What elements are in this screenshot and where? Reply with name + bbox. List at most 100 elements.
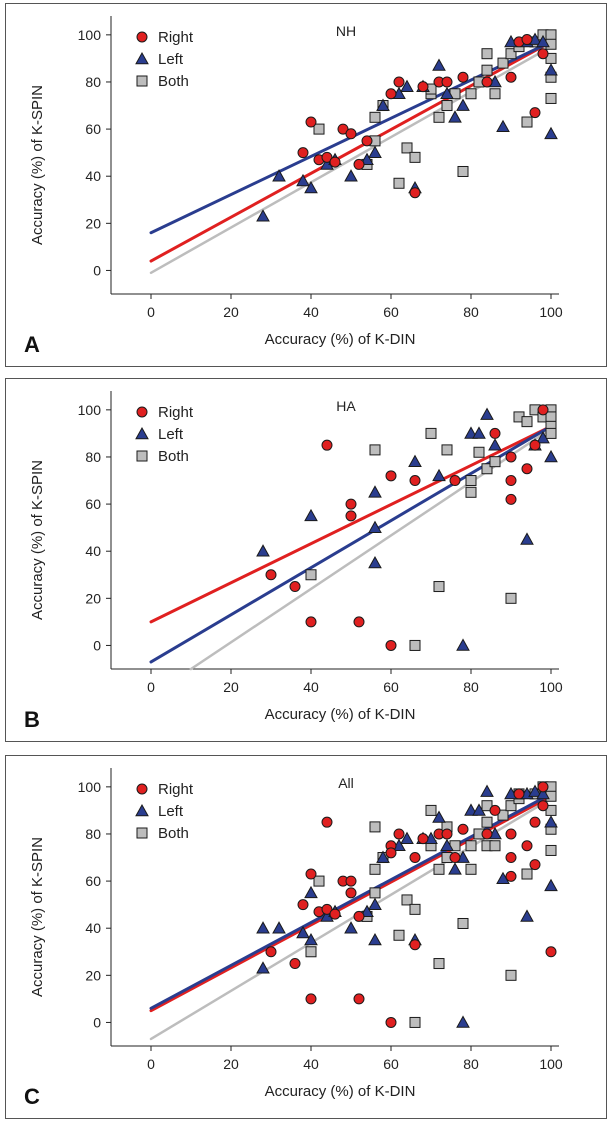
data-point (457, 165, 469, 177)
series-right (265, 404, 549, 651)
panel-label: A (24, 332, 40, 357)
data-point (304, 885, 318, 899)
panel-a: 0 20 40 60 80 100 0 20 40 60 80 100 Accuracy (%) of … (5, 3, 607, 367)
data-point (265, 569, 277, 581)
x-tick-label: 100 (539, 679, 563, 695)
data-point (353, 910, 365, 922)
data-point (520, 532, 534, 545)
data-point (304, 932, 318, 946)
data-point (385, 639, 397, 651)
data-point (265, 946, 277, 958)
legend-marker-left (135, 426, 149, 440)
panel-label: C (24, 1084, 40, 1109)
data-point (497, 57, 509, 69)
data-point (409, 639, 421, 651)
data-point (545, 427, 557, 439)
panel-label: B (24, 707, 40, 732)
y-tick-label: 100 (78, 27, 102, 43)
chart-title: NH (336, 23, 356, 39)
data-point (529, 859, 541, 871)
data-point (368, 932, 382, 946)
panel-b: 0 20 40 60 80 100 0 20 40 60 80 100 Accuracy (%) of … (5, 378, 607, 742)
data-point (481, 64, 493, 76)
data-point (505, 969, 517, 981)
data-point (457, 71, 469, 83)
data-point (465, 88, 477, 100)
x-tick-label: 80 (463, 304, 479, 320)
series-left (256, 407, 558, 651)
data-point (472, 426, 486, 439)
data-point (441, 828, 453, 840)
data-point (393, 177, 405, 189)
data-point (521, 116, 533, 128)
data-point (545, 29, 557, 41)
data-point (433, 863, 445, 875)
data-point (409, 151, 421, 163)
data-point (417, 833, 429, 845)
y-tick-label: 20 (85, 590, 101, 606)
y-axis-label: Accuracy (%) of K-SPIN (29, 837, 46, 997)
data-point (465, 840, 477, 852)
data-point (321, 903, 333, 915)
y-tick-label: 100 (78, 402, 102, 418)
data-point (544, 878, 558, 892)
data-point (329, 156, 341, 168)
data-point (369, 821, 381, 833)
data-point (480, 784, 494, 797)
data-point (376, 850, 390, 863)
data-point (296, 925, 310, 939)
legend-marker-both (136, 75, 148, 87)
data-point (529, 107, 541, 119)
data-point (544, 449, 558, 463)
data-point (417, 81, 429, 93)
data-point (457, 823, 469, 835)
data-point (368, 897, 382, 910)
y-tick-label: 60 (85, 121, 101, 137)
data-point (368, 555, 382, 569)
data-point (393, 76, 405, 88)
y-tick-label: 20 (85, 967, 101, 983)
data-point (521, 416, 533, 428)
x-tick-label: 20 (223, 1056, 239, 1072)
data-point (448, 110, 462, 123)
y-tick-label: 80 (85, 826, 101, 842)
data-point (481, 76, 493, 88)
legend-marker-both (136, 450, 148, 462)
y-tick-label: 60 (85, 873, 101, 889)
data-point (344, 921, 358, 934)
y-axis-label: Accuracy (%) of K-SPIN (29, 85, 46, 245)
data-point (393, 828, 405, 840)
fit-line-right (149, 794, 553, 1013)
x-tick-label: 0 (147, 1056, 155, 1072)
data-point (489, 804, 501, 816)
legend-label-left: Left (158, 51, 184, 68)
data-point (521, 868, 533, 880)
data-point (297, 147, 309, 159)
data-point (441, 444, 453, 456)
data-point (409, 475, 421, 487)
legend-marker-right (136, 31, 148, 43)
x-tick-label: 60 (383, 679, 399, 695)
data-point (489, 427, 501, 439)
data-point (313, 123, 325, 135)
data-point (489, 456, 501, 468)
data-point (544, 815, 558, 828)
data-point (297, 899, 309, 911)
data-point (537, 404, 549, 416)
x-tick-label: 40 (303, 679, 319, 695)
data-point (449, 475, 461, 487)
data-point (520, 909, 534, 922)
x-tick-label: 80 (463, 679, 479, 695)
data-point (465, 486, 477, 498)
data-point (369, 887, 381, 899)
data-point (505, 592, 517, 604)
data-point (345, 128, 357, 140)
data-point (361, 135, 373, 147)
data-point (409, 852, 421, 864)
data-point (505, 71, 517, 83)
data-point (537, 781, 549, 793)
data-point (505, 828, 517, 840)
data-point (400, 79, 414, 92)
y-tick-label: 80 (85, 449, 101, 465)
x-tick-label: 0 (147, 679, 155, 695)
